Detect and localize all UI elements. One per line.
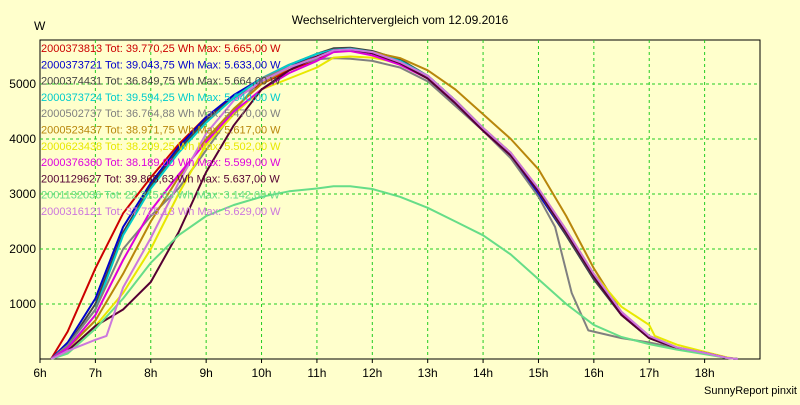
legend-entry: 2001132036 Tot: 22.315,63 Wh Max: 3.142,…: [41, 190, 280, 202]
y-tick-label: 2000: [9, 242, 36, 256]
credit-text: SunnyReport pinxit: [704, 385, 797, 397]
x-tick-label: 17h: [639, 366, 659, 380]
legend-entry: 2000373813 Tot: 39.770,25 Wh Max: 5.665,…: [41, 43, 281, 55]
legend-entry: 2000373721 Tot: 39.043,75 Wh Max: 5.633,…: [41, 59, 281, 71]
x-tick-label: 13h: [418, 366, 438, 380]
legend-entry: 2000502737 Tot: 36.764,88 Wh Max: 5.470,…: [41, 108, 281, 120]
axis-ticks: 6h 7h 8h 9h 10h 11h 12h 13h 14h 15h 16h 17h 18h 1000 2…: [9, 77, 714, 380]
chart-title: Wechselrichtervergleich vom 12.09.2016: [292, 13, 509, 27]
grid: [40, 40, 760, 359]
legend-entry: 2000374431 Tot: 36.849,75 Wh Max: 5.664,…: [41, 76, 281, 88]
series-line: [50, 48, 738, 360]
x-tick-label: 11h: [307, 366, 326, 380]
legend-entry: 2000373724 Tot: 39.594,25 Wh Max: 5.640,…: [41, 92, 281, 104]
x-tick-label: 18h: [695, 366, 715, 380]
x-tick-label: 16h: [584, 366, 604, 380]
series-line: [50, 185, 738, 360]
x-tick-label: 14h: [473, 366, 493, 380]
series-lines: [50, 46, 738, 360]
y-tick-label: 4000: [9, 132, 36, 146]
x-tick-label: 6h: [33, 366, 46, 380]
legend-entry: 2000316121 Tot: 37.725,13 Wh Max: 5.629,…: [41, 206, 281, 218]
x-tick-label: 12h: [362, 366, 382, 380]
x-tick-label: 10h: [252, 366, 272, 380]
legend: 2000373813 Tot: 39.770,25 Wh Max: 5.665,…: [41, 43, 281, 218]
legend-entry: 2001129627 Tot: 39.868,63 Wh Max: 5.637,…: [41, 173, 280, 185]
y-tick-label: 3000: [9, 187, 36, 201]
legend-entry: 2000523437 Tot: 38.971,75 Wh Max: 5.617,…: [41, 125, 281, 137]
y-axis-label: W: [34, 19, 46, 33]
x-tick-label: 15h: [528, 366, 548, 380]
y-tick-label: 1000: [9, 297, 36, 311]
x-tick-label: 7h: [89, 366, 102, 380]
y-tick-label: 5000: [9, 77, 36, 91]
x-tick-label: 8h: [144, 366, 157, 380]
legend-entry: 2000376360 Tot: 38.189,00 Wh Max: 5.599,…: [41, 157, 281, 169]
x-tick-label: 9h: [199, 366, 212, 380]
legend-entry: 2000623438 Tot: 38.209,25 Wh Max: 5.502,…: [41, 141, 281, 153]
series-line: [50, 48, 738, 360]
